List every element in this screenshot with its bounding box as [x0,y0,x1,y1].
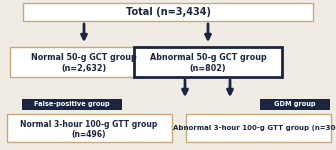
Text: False-positive group: False-positive group [34,101,110,107]
Bar [6,114,171,142]
Bar [185,114,331,142]
Text: (n=496): (n=496) [72,130,106,139]
Bar [22,99,122,110]
Text: Total (n=3,434): Total (n=3,434) [126,7,210,17]
Bar [134,47,282,77]
Text: (n=2,632): (n=2,632) [61,64,107,73]
Text: GDM group: GDM group [274,101,316,107]
Bar [10,47,158,77]
Bar [260,99,330,110]
Text: Abnormal 50-g GCT group: Abnormal 50-g GCT group [150,53,266,62]
Text: Abnormal 3-hour 100-g GTT group (n=306): Abnormal 3-hour 100-g GTT group (n=306) [173,125,336,131]
Bar [23,3,313,21]
Text: Normal 3-hour 100-g GTT group: Normal 3-hour 100-g GTT group [20,120,158,129]
Text: Normal 50-g GCT group: Normal 50-g GCT group [31,53,137,62]
Text: (n=802): (n=802) [190,64,226,73]
